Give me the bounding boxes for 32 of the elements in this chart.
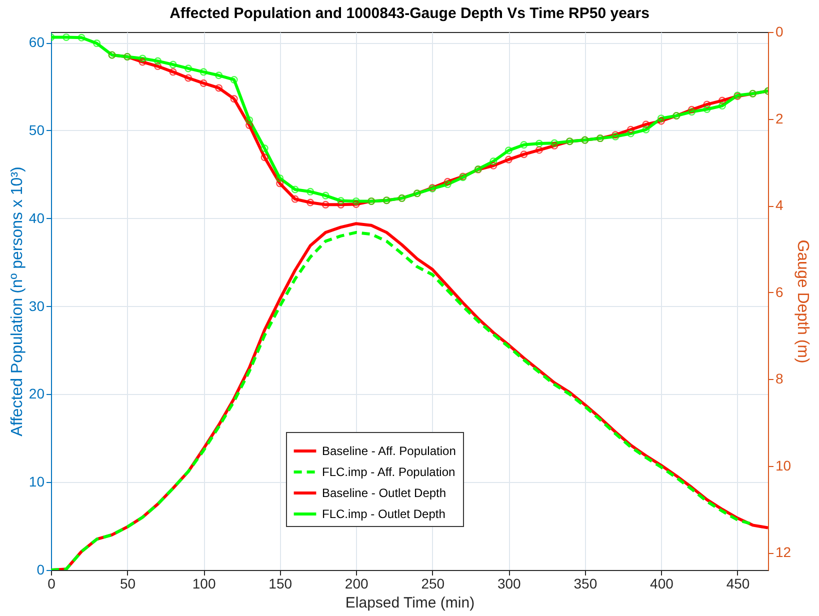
y2-tick-label: 8 — [776, 370, 784, 387]
x-tick-label: 300 — [497, 576, 522, 592]
legend-label: Baseline - Outlet Depth — [322, 486, 446, 500]
y-axis-title: Affected Population (nº persons x 10³) — [8, 166, 26, 436]
legend-label: Baseline - Aff. Population — [322, 444, 456, 458]
x-tick-label: 50 — [120, 576, 136, 592]
y-tick-label: 0 — [36, 562, 45, 578]
y-tick-label: 20 — [28, 386, 45, 402]
y2-tick-label: 0 — [776, 24, 784, 40]
x-tick-label: 450 — [726, 576, 750, 592]
y2-tick-label: 4 — [776, 197, 784, 214]
y2-tick-label: 6 — [776, 284, 784, 300]
legend-label: FLC.imp - Aff. Population — [322, 465, 456, 479]
y-tick-label: 40 — [28, 210, 45, 226]
x-tick-label: 0 — [48, 576, 56, 592]
legend-label: FLC.imp - Outlet Depth — [322, 507, 446, 521]
y-tick-label: 30 — [28, 298, 45, 314]
x-tick-label: 100 — [192, 576, 216, 592]
y-tick-label: 10 — [28, 474, 45, 490]
x-tick-label: 350 — [574, 576, 598, 592]
x-tick-label: 200 — [344, 576, 368, 592]
x-axis-title: Elapsed Time (min) — [345, 594, 475, 612]
y-tick-label: 60 — [28, 34, 45, 50]
y2-tick-label: 2 — [776, 110, 784, 126]
y-tick-label: 50 — [28, 122, 45, 138]
chart-title: Affected Population and 1000843-Gauge Depth Vs Time RP50 years — [170, 5, 650, 22]
y2-tick-label: 10 — [776, 457, 792, 474]
x-tick-label: 250 — [421, 576, 445, 592]
x-tick-label: 400 — [650, 576, 674, 592]
y2-axis-title: Gauge Depth (m) — [794, 240, 812, 364]
x-tick-label: 150 — [268, 576, 292, 592]
y2-tick-label: 12 — [776, 544, 792, 560]
